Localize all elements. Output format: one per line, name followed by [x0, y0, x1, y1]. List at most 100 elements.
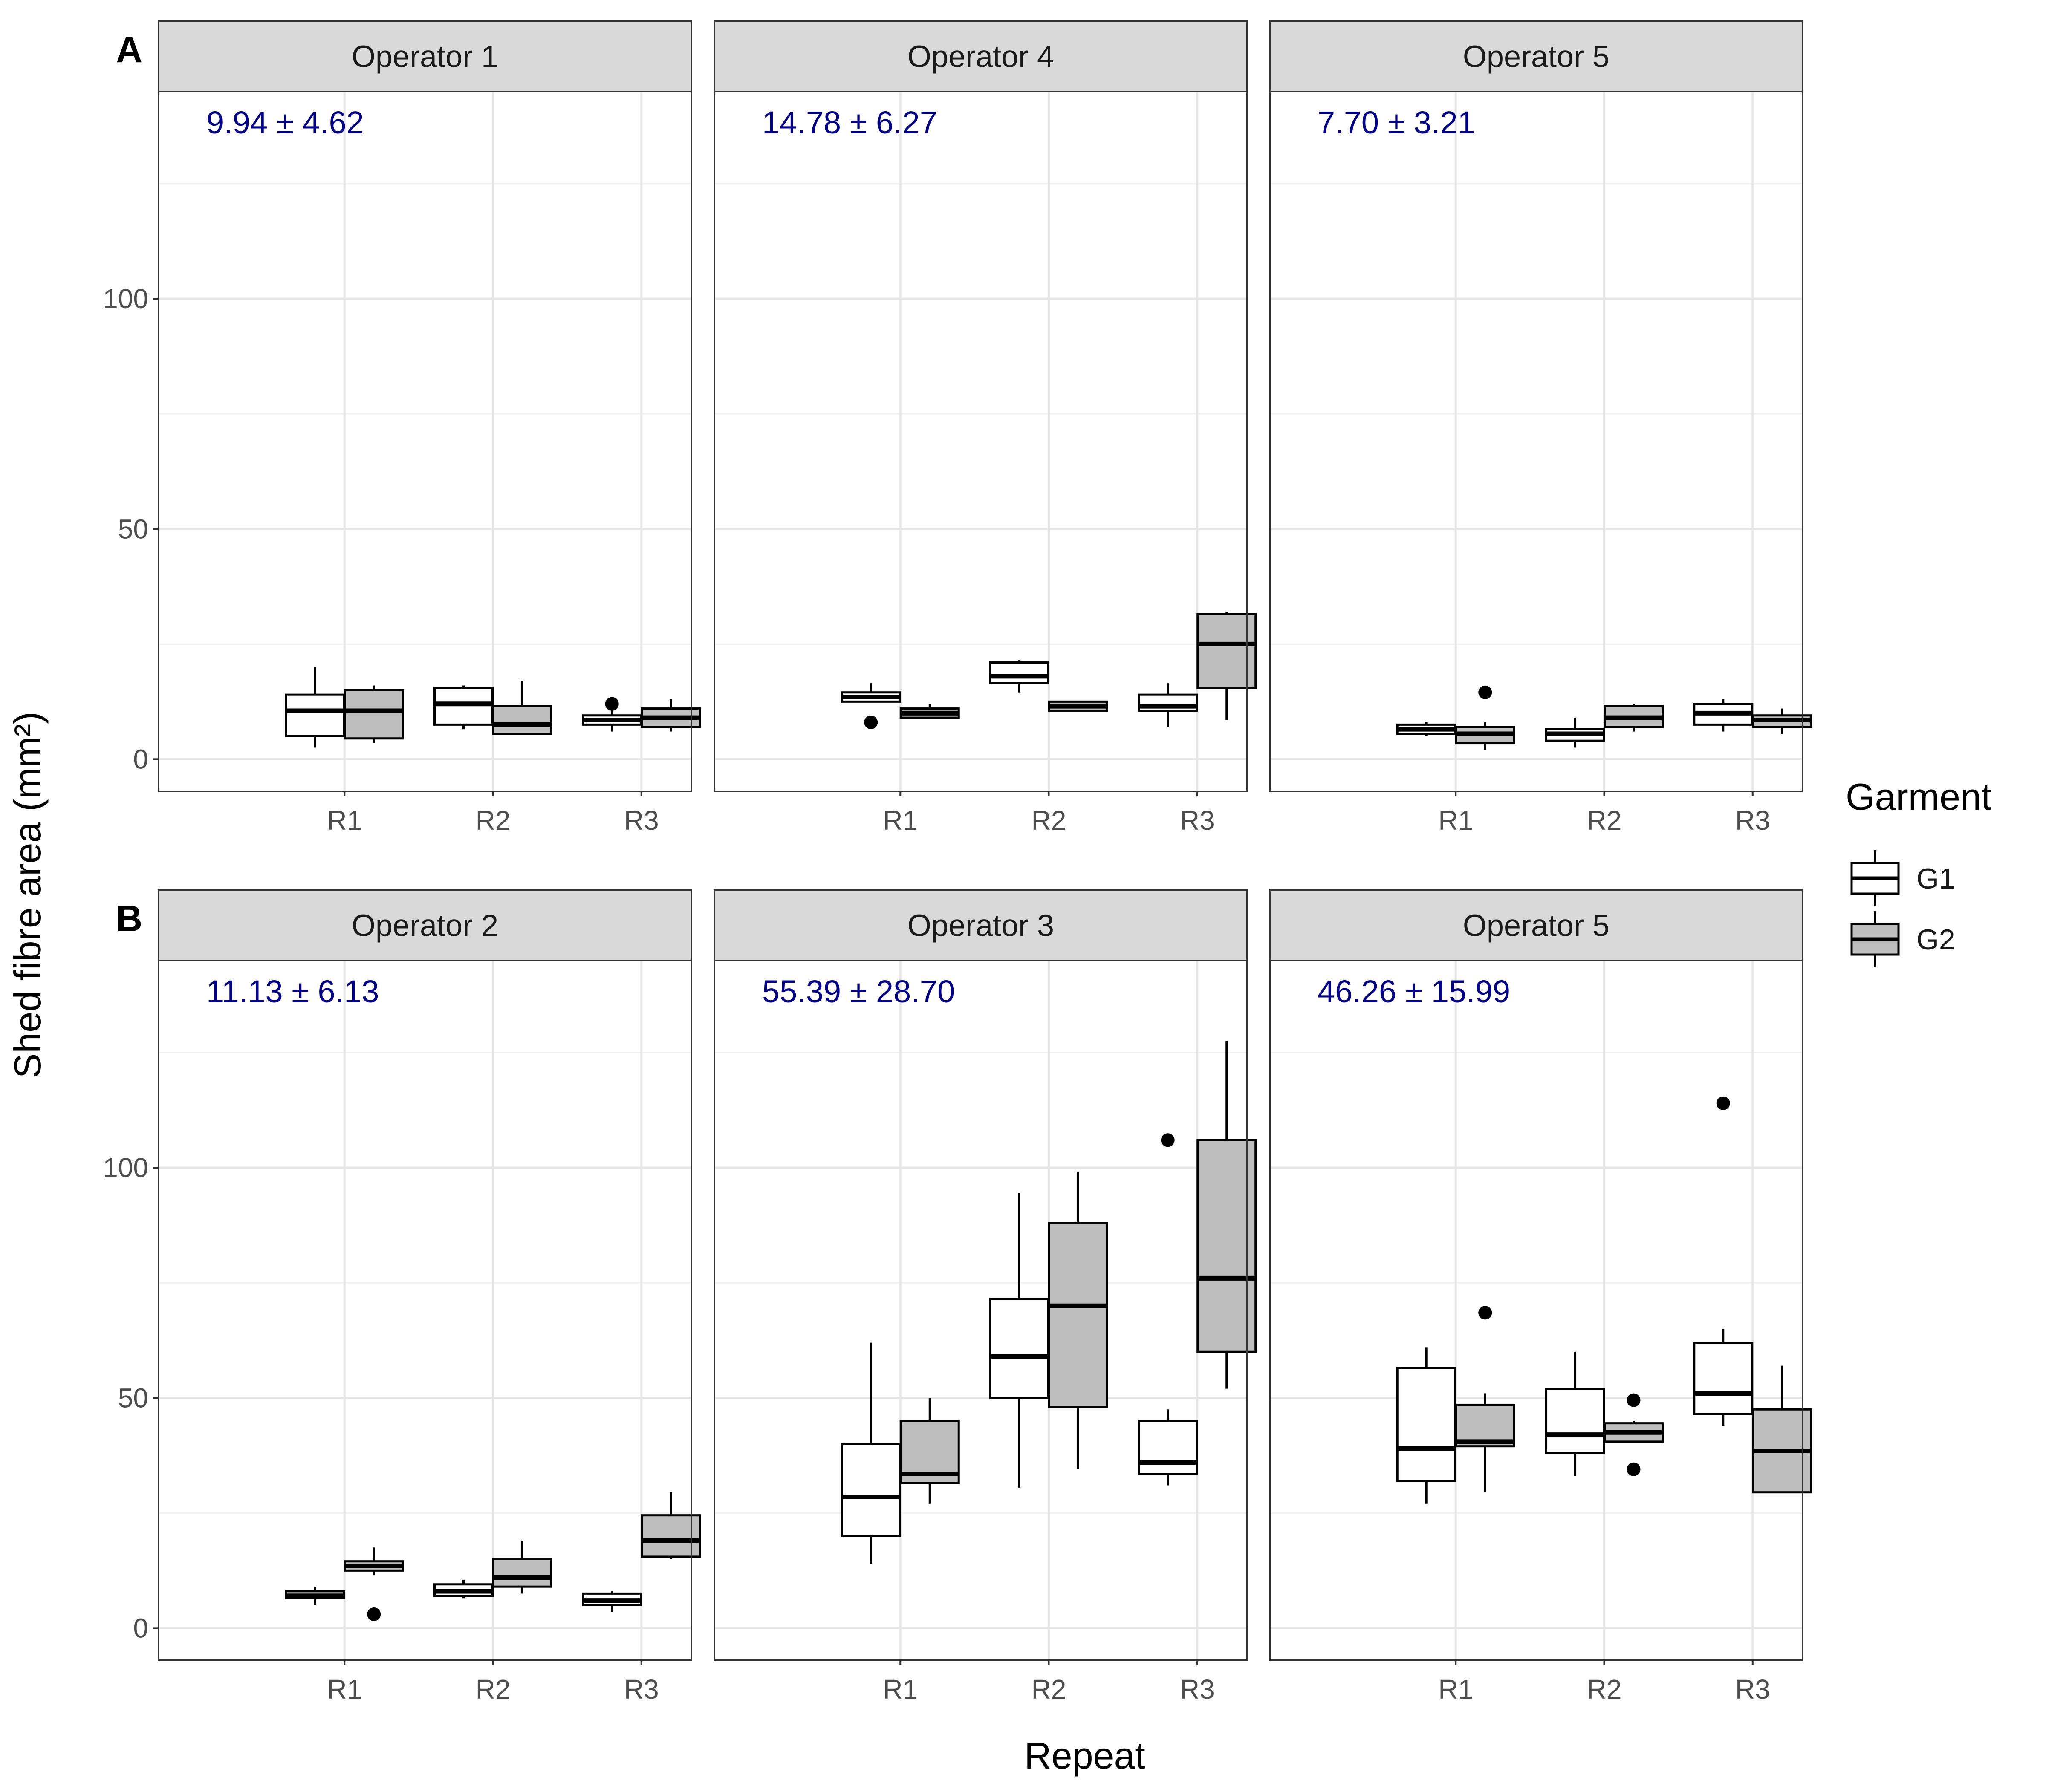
box-iqr — [989, 661, 1049, 684]
panel-background — [159, 961, 691, 1660]
facet-panel: Operator 1 9.94 ± 4.62 R1 R2 R3 0 50 100 A — [103, 20, 701, 836]
boxplot-r2-g2 — [1604, 704, 1664, 732]
x-tick-label: R2 — [1032, 1674, 1066, 1705]
x-axis-title: Repeat — [1024, 1734, 1145, 1777]
boxplot-r1-g2 — [1455, 1306, 1515, 1492]
box-iqr — [1545, 1388, 1605, 1454]
y-tick-label: 50 — [118, 514, 148, 544]
x-tick-label: R1 — [327, 1674, 362, 1705]
boxplot-r3-g2 — [641, 1492, 701, 1559]
panel-annotation: 55.39 ± 28.70 — [762, 974, 955, 1009]
panel-border — [714, 960, 1248, 1661]
legend-item-g1: G1 — [1850, 850, 1955, 906]
boxplot-r2-g1 — [989, 660, 1049, 693]
x-tick-label: R2 — [1587, 805, 1622, 836]
box-iqr — [641, 1514, 701, 1558]
facet-strip-label: Operator 3 — [907, 909, 1054, 943]
boxplot-r3-g2 — [641, 699, 701, 732]
x-tick-label: R3 — [624, 1674, 659, 1705]
facet-strip-label: Operator 2 — [352, 909, 498, 943]
x-tick-label: R1 — [883, 805, 918, 836]
boxplot-r1-g2 — [899, 704, 960, 719]
panel-border — [158, 91, 692, 792]
boxplot-r2-g1 — [433, 685, 494, 730]
x-tick-label: R3 — [1180, 1674, 1215, 1705]
boxplot-r3-g2 — [1196, 1041, 1257, 1389]
boxplot-r3-g1 — [1693, 699, 1754, 732]
outlier-point — [864, 715, 878, 729]
outlier-point — [605, 697, 619, 711]
box-iqr — [1048, 1222, 1108, 1408]
facet-strip — [714, 20, 1248, 92]
boxplot-r1-g1 — [1396, 1347, 1456, 1504]
x-tick-label: R1 — [1438, 805, 1473, 836]
x-tick-label: R1 — [327, 805, 362, 836]
boxplot-r2-g1 — [1545, 1352, 1605, 1476]
boxplot-r1-g2 — [344, 685, 404, 743]
boxplot-r3-g1 — [1693, 1096, 1754, 1426]
y-tick-label: 0 — [133, 1613, 148, 1643]
legend: Garment G1 G2 — [1846, 776, 1991, 967]
legend-title: Garment — [1846, 776, 1991, 818]
y-axis-title: Shed fibre area (mm²) — [6, 712, 49, 1079]
boxplot-r2-g2 — [492, 1541, 552, 1594]
panel-background — [1270, 961, 1803, 1660]
y-tick-label: 100 — [103, 1152, 148, 1183]
facet-panel: Operator 5 46.26 ± 15.99 R1 R2 R3 — [1269, 889, 1812, 1705]
panel-tag: A — [116, 29, 142, 70]
panel-background — [714, 961, 1247, 1660]
panel-annotation: 9.94 ± 4.62 — [206, 105, 364, 140]
box-iqr — [344, 689, 404, 740]
box-iqr — [492, 705, 552, 735]
box-iqr — [492, 1558, 552, 1588]
x-tick-label: R2 — [476, 1674, 511, 1705]
x-tick-label: R2 — [1587, 1674, 1622, 1705]
y-tick-label: 100 — [103, 283, 148, 314]
box-iqr — [1138, 1420, 1198, 1475]
x-tick-label: R3 — [1180, 805, 1215, 836]
x-tick-label: R2 — [1032, 805, 1066, 836]
boxplot-r2-g2 — [1048, 1172, 1108, 1469]
box-iqr — [1693, 1342, 1754, 1415]
box-iqr — [989, 1298, 1049, 1399]
panel-annotation: 46.26 ± 15.99 — [1318, 974, 1510, 1009]
x-tick-label: R3 — [624, 805, 659, 836]
legend-item-g2: G2 — [1850, 911, 1955, 967]
boxplot-r1-g2 — [1455, 685, 1515, 750]
boxplot-r3-g1 — [1138, 683, 1198, 727]
facet-panel: Operator 3 55.39 ± 28.70 R1 R2 R3 — [714, 889, 1257, 1705]
legend-label: G1 — [1916, 863, 1955, 895]
boxplot-r2-g2 — [492, 681, 552, 735]
boxplot-r1-g1 — [841, 683, 901, 729]
y-tick-label: 0 — [133, 744, 148, 774]
facet-panel: Operator 2 11.13 ± 6.13 R1 R2 R3 0 50 100 B — [103, 889, 701, 1705]
y-tick-label: 50 — [118, 1382, 148, 1413]
x-tick-label: R2 — [476, 805, 511, 836]
boxplot-r2-g2 — [1604, 1393, 1664, 1476]
panel-background — [159, 92, 691, 791]
outlier-point — [1627, 1462, 1641, 1476]
boxplot-r2-g1 — [433, 1579, 494, 1599]
facet-strip-label: Operator 5 — [1463, 909, 1610, 943]
panel-tag: B — [116, 898, 142, 939]
legend-items: G1 G2 — [1850, 850, 1955, 967]
boxplot-r3-g1 — [582, 1591, 642, 1612]
panel-annotation: 7.70 ± 3.21 — [1318, 105, 1475, 140]
panel-annotation: 14.78 ± 6.27 — [762, 105, 937, 140]
box-iqr — [285, 693, 345, 737]
boxplot-r1-g2 — [344, 1547, 404, 1621]
facet-strip — [158, 889, 692, 961]
boxplot-r2-g2 — [1048, 700, 1108, 712]
facet-strip — [714, 889, 1248, 961]
x-tick-label: R3 — [1735, 805, 1770, 836]
facet-strip — [158, 20, 692, 92]
panel-border — [1269, 960, 1803, 1661]
boxplot-r3-g2 — [1196, 612, 1257, 720]
panel-annotation: 11.13 ± 6.13 — [206, 974, 379, 1009]
legend-label: G2 — [1916, 923, 1955, 956]
box-iqr — [1396, 1367, 1456, 1482]
facet-panel: Operator 5 7.70 ± 3.21 R1 R2 R3 — [1269, 20, 1812, 836]
box-iqr — [1196, 1139, 1257, 1353]
